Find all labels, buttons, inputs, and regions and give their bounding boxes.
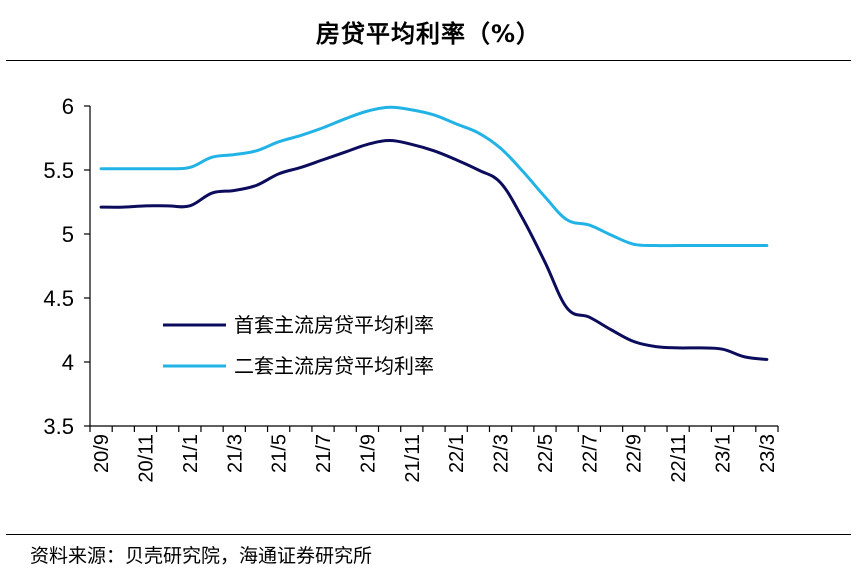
x-tick-label: 21/3: [224, 434, 246, 473]
x-tick-label: 21/9: [357, 434, 379, 473]
y-tick-label: 5.5: [43, 158, 74, 183]
y-tick-label: 4.5: [43, 286, 74, 311]
axes: 6 5.5 5 4.5 4 3.5 20/9 20/11 21/1 21/3 21/5 21/7 21/…: [43, 94, 778, 483]
series-layer: [99, 105, 769, 361]
y-tick-label: 6: [62, 94, 74, 119]
bottom-divider: [6, 534, 851, 535]
x-tick-label: 21/11: [402, 434, 424, 483]
x-tick-label: 21/5: [269, 434, 291, 473]
x-tick-label: 22/9: [624, 434, 646, 473]
y-tick-label: 5: [62, 222, 74, 247]
chart-title: 房贷平均利率（%）: [315, 20, 542, 48]
series-line-1: [99, 139, 769, 361]
x-tick-label: 20/11: [135, 434, 157, 483]
x-tick-label: 20/9: [91, 434, 113, 473]
source-note: 资料来源：贝壳研究院，海通证券研究所: [30, 545, 373, 567]
legend-label-2: 二套主流房贷平均利率: [234, 354, 434, 378]
x-tick-label: 23/1: [713, 434, 735, 473]
x-tick-label: 22/1: [446, 434, 468, 473]
x-tick-label: 23/3: [757, 434, 779, 473]
y-tick-label: 4: [62, 350, 74, 375]
series-line-2: [99, 105, 769, 248]
top-divider: [6, 60, 851, 61]
x-tick-label: 22/3: [491, 434, 513, 473]
x-tick-label: 21/1: [180, 434, 202, 473]
x-tick-label: 22/7: [579, 434, 601, 473]
x-tick-label: 22/5: [535, 434, 557, 473]
y-tick-label: 3.5: [43, 414, 74, 439]
x-tick-label: 21/7: [313, 434, 335, 473]
x-tick-label: 22/11: [668, 434, 690, 483]
legend-label-1: 首套主流房贷平均利率: [234, 313, 434, 337]
